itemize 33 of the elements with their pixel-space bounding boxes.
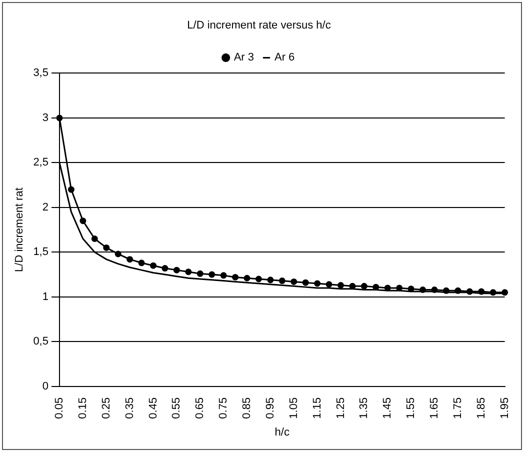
x-tick-label: 0.05 (54, 397, 66, 419)
x-axis-title: h/c (274, 426, 290, 438)
x-tick-label: 1.25 (334, 397, 347, 419)
x-tick-label: 1.95 (498, 397, 511, 419)
x-tick-label: 1.65 (428, 397, 441, 419)
x-tick-label: 0.75 (218, 397, 230, 419)
y-tick-label: 1,5 (33, 246, 48, 258)
legend-label: Ar 3 (234, 52, 254, 64)
x-tick-label: 0.55 (170, 397, 183, 419)
x-tick-label: 1.15 (311, 397, 324, 419)
y-axis-title: L/D increment rat (14, 188, 26, 272)
x-tick-label: 1.05 (288, 397, 300, 419)
x-tick-label: 0.95 (264, 397, 276, 419)
x-tick-label: 0.45 (147, 397, 160, 419)
x-tick-label: 1.35 (358, 397, 370, 419)
legend-label: Ar 6 (274, 52, 295, 64)
x-tick-label: 0.35 (124, 397, 136, 419)
x-tick-label: 1.85 (475, 397, 488, 419)
y-tick-label: 0,5 (33, 336, 48, 348)
y-tick-label: 0 (42, 380, 48, 392)
chart-title: L/D increment rate versus h/c (187, 20, 332, 32)
x-tick-label: 0.85 (241, 397, 254, 419)
x-tick-label: 0.65 (194, 397, 206, 419)
x-tick-label: 1.45 (382, 397, 394, 419)
x-tick-label: 1.55 (405, 397, 418, 419)
x-tick-label: 1.75 (452, 397, 464, 419)
y-tick-label: 3 (42, 112, 48, 124)
y-tick-label: 1 (42, 290, 48, 303)
y-tick-label: 3,5 (33, 67, 48, 80)
x-tick-label: 0.25 (100, 397, 112, 419)
y-tick-label: 2 (42, 201, 48, 214)
x-tick-label: 0.15 (76, 397, 89, 419)
y-tick-label: 2,5 (33, 156, 48, 169)
